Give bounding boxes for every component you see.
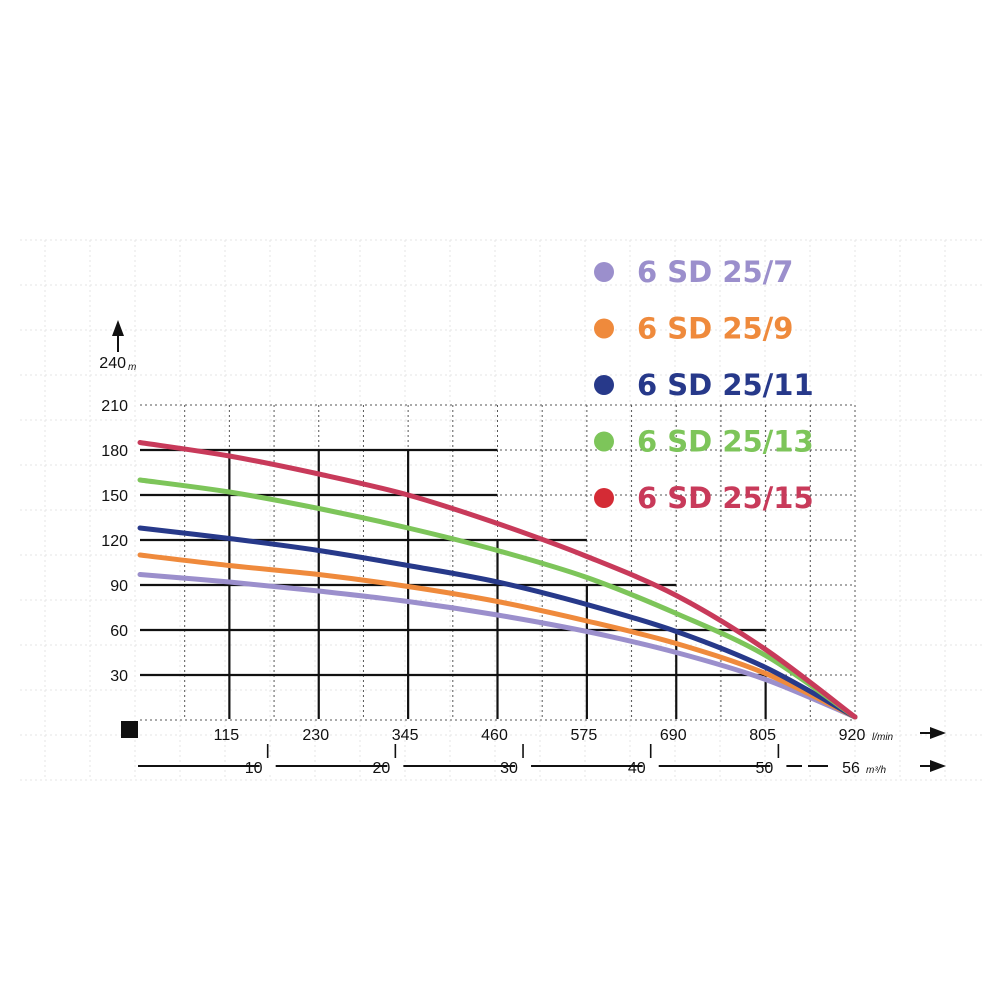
x2-unit-label: m³/h bbox=[866, 765, 886, 776]
y-tick-label: 180 bbox=[101, 443, 128, 460]
x2-axis-arrow-head bbox=[930, 760, 946, 772]
x-tick-label: 230 bbox=[302, 727, 329, 744]
x2-tick-gap bbox=[259, 757, 276, 775]
x-tick-label: 115 bbox=[214, 727, 240, 744]
y-tick-label: 150 bbox=[101, 488, 128, 505]
x2-tick-gap bbox=[642, 757, 659, 775]
legend-label: 6 SD 25/13 bbox=[637, 425, 814, 459]
legend-marker bbox=[594, 431, 614, 452]
legend-marker bbox=[594, 318, 614, 339]
y-tick-label: 240 bbox=[99, 355, 126, 372]
series-line-6-sd-25-15 bbox=[137, 440, 858, 720]
x2-tick-label: 50 bbox=[755, 760, 773, 777]
x2-tick-gap bbox=[387, 757, 404, 775]
x-tick-label: 460 bbox=[481, 727, 508, 744]
y-tick-label: 210 bbox=[101, 398, 128, 415]
x2-tick-label: 30 bbox=[500, 760, 518, 777]
x-tick-label: 345 bbox=[392, 727, 419, 744]
x2-tick-label: 40 bbox=[628, 760, 646, 777]
origin-marker bbox=[121, 721, 138, 738]
series-line-6-sd-25-7 bbox=[137, 572, 858, 720]
x-unit-label: l/min bbox=[872, 732, 894, 743]
series-line-6-sd-25-13 bbox=[137, 477, 858, 720]
series-line-6-sd-25-11 bbox=[137, 525, 858, 720]
legend-label: 6 SD 25/9 bbox=[637, 312, 793, 346]
x-tick-label: 920 bbox=[839, 727, 866, 744]
y-unit-label: m bbox=[128, 362, 136, 373]
y-tick-label: 30 bbox=[110, 668, 128, 685]
series-line-6-sd-25-9 bbox=[137, 552, 858, 720]
legend-label: 6 SD 25/11 bbox=[637, 368, 814, 402]
y-tick-label: 60 bbox=[110, 623, 128, 640]
legend-marker bbox=[594, 262, 614, 282]
series-lines bbox=[137, 440, 858, 720]
y-axis-arrow-head bbox=[112, 320, 124, 336]
x-tick-label: 690 bbox=[660, 727, 687, 744]
axes: 30 60 90 120 150 180 210 240 m 115 230 345 460 575 690… bbox=[99, 320, 946, 777]
legend-marker bbox=[594, 488, 614, 508]
x-axis-arrow-head bbox=[930, 727, 946, 739]
x-tick-label: 805 bbox=[749, 727, 776, 744]
x-tick-label: 575 bbox=[571, 727, 598, 744]
x2-tick-label: 20 bbox=[372, 760, 390, 777]
grid bbox=[20, 239, 985, 781]
x2-tick-gap bbox=[515, 757, 532, 775]
legend-label: 6 SD 25/7 bbox=[637, 255, 793, 289]
legend: 6 SD 25/7 6 SD 25/9 6 SD 25/11 6 SD 25/13 6 … bbox=[594, 255, 814, 515]
x2-tick-gap bbox=[770, 757, 787, 775]
legend-marker bbox=[594, 375, 614, 395]
x2-tick-label: 10 bbox=[245, 760, 263, 777]
y-tick-label: 120 bbox=[101, 533, 128, 550]
y-tick-label: 90 bbox=[110, 578, 128, 595]
legend-label: 6 SD 25/15 bbox=[637, 481, 814, 515]
x2-tick-label: 56 bbox=[842, 760, 860, 777]
